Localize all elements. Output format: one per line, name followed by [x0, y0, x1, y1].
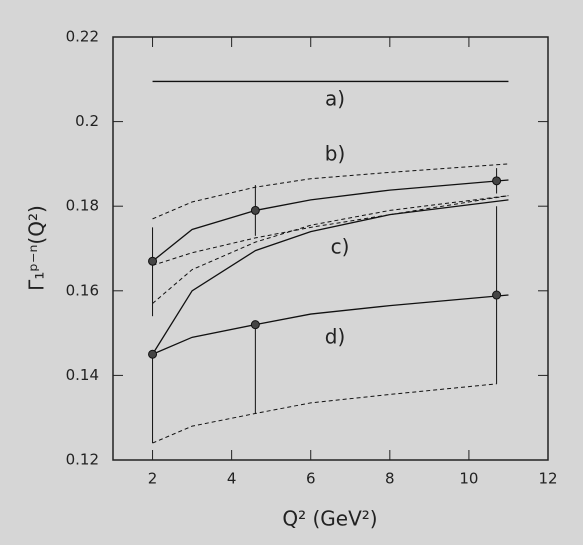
annotation: a) [325, 87, 345, 111]
data-point [492, 290, 502, 300]
curve [152, 163, 509, 220]
data-point [148, 256, 158, 266]
annotation: d) [325, 325, 346, 349]
y-tick-label: 0.12 [66, 451, 99, 469]
curve [152, 179, 509, 262]
x-tick-label: 6 [306, 470, 316, 488]
curve [152, 195, 509, 304]
data-point [492, 176, 502, 186]
x-tick-label: 4 [227, 470, 237, 488]
y-tick-label: 0.14 [66, 366, 99, 384]
curve [152, 383, 497, 444]
x-tick-label: 2 [148, 470, 158, 488]
y-tick-label: 0.16 [66, 281, 99, 299]
x-tick-label: 8 [385, 470, 395, 488]
annotation: c) [331, 235, 350, 259]
data-point [250, 320, 260, 330]
y-axis-label: Γ₁ᵖ⁻ⁿ(Q²) [25, 205, 49, 291]
y-tick-label: 0.2 [75, 112, 99, 130]
data-point [250, 205, 260, 215]
x-tick-label: 12 [538, 470, 557, 488]
y-tick-label: 0.18 [66, 197, 99, 215]
curve [151, 199, 509, 355]
annotation: b) [325, 142, 346, 166]
curve [152, 294, 509, 355]
data-point [148, 349, 158, 359]
x-tick-label: 10 [459, 470, 478, 488]
plot-frame [112, 36, 549, 461]
y-tick-label: 0.22 [66, 28, 99, 46]
curve [152, 195, 509, 266]
x-axis-label: Q² (GeV²) [282, 507, 377, 531]
